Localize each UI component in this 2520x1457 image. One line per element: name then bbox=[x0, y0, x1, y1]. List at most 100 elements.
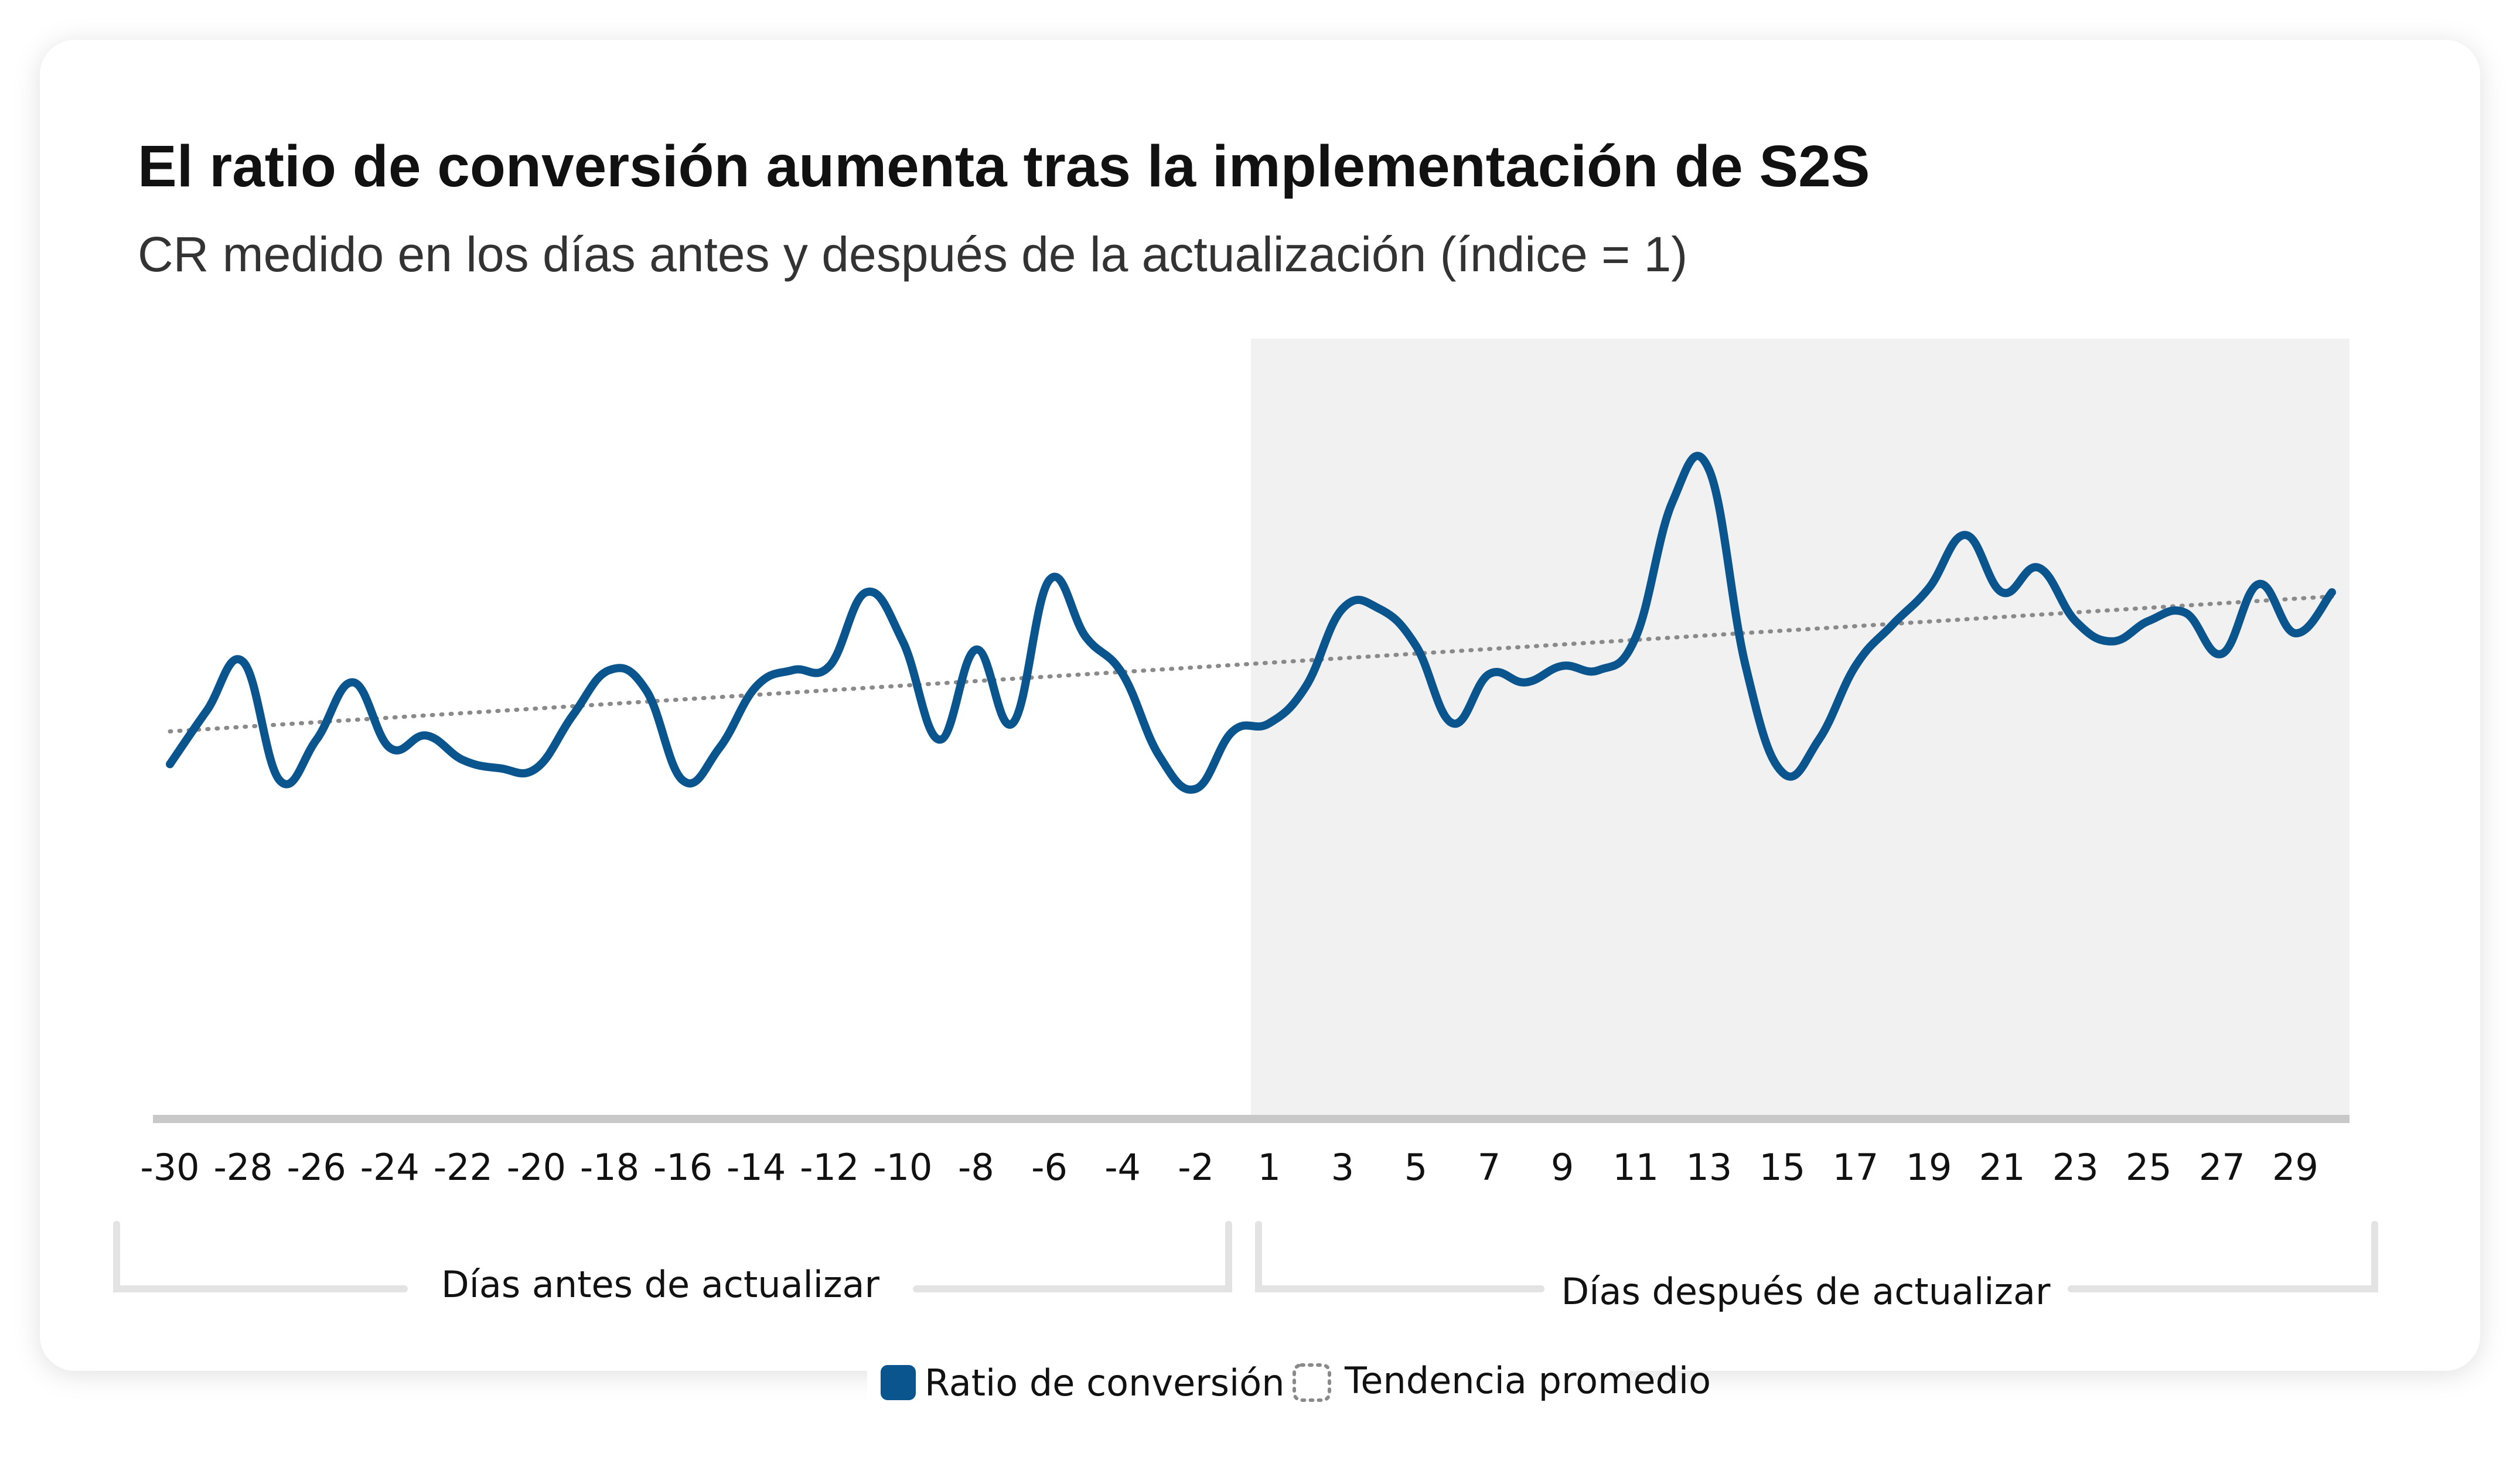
conversion-ratio-point bbox=[2109, 638, 2116, 645]
x-tick-label: 27 bbox=[2199, 1146, 2245, 1189]
x-tick-label: 21 bbox=[1979, 1146, 2025, 1189]
conversion-ratio-point bbox=[1962, 531, 1969, 538]
conversion-ratio-point bbox=[753, 683, 760, 690]
conversion-ratio-point bbox=[2072, 617, 2079, 625]
conversion-ratio-point bbox=[899, 638, 906, 645]
x-tick-label: -22 bbox=[434, 1146, 493, 1189]
x-tick-label: -24 bbox=[360, 1146, 420, 1189]
conversion-ratio-point bbox=[1376, 605, 1383, 612]
conversion-ratio-point bbox=[2035, 564, 2042, 571]
after-period-band bbox=[1251, 339, 2350, 1118]
x-tick-label: 9 bbox=[1551, 1146, 1574, 1189]
conversion-ratio-point bbox=[1229, 728, 1236, 735]
conversion-ratio-point bbox=[789, 667, 796, 674]
after-period-label: Días después de actualizar bbox=[1561, 1270, 2051, 1313]
conversion-ratio-point bbox=[313, 736, 320, 743]
conversion-ratio-point bbox=[423, 732, 430, 739]
conversion-ratio-point bbox=[1449, 720, 1456, 727]
conversion-ratio-point bbox=[350, 679, 357, 686]
conversion-ratio-point bbox=[1852, 663, 1859, 670]
conversion-ratio-point bbox=[2145, 617, 2152, 625]
conversion-ratio-point bbox=[240, 658, 247, 666]
conversion-ratio-point bbox=[643, 687, 650, 694]
x-tick-label: 17 bbox=[1832, 1146, 1878, 1189]
conversion-ratio-point bbox=[1669, 499, 1676, 506]
conversion-ratio-point bbox=[1815, 736, 1822, 743]
after-period-bracket bbox=[1255, 1221, 2378, 1292]
x-tick-label: -20 bbox=[507, 1146, 566, 1189]
conversion-ratio-point bbox=[533, 765, 540, 772]
conversion-ratio-point bbox=[1486, 671, 1493, 678]
x-tick-label: 1 bbox=[1258, 1146, 1281, 1189]
conversion-ratio-point bbox=[2291, 630, 2299, 637]
conversion-ratio-point bbox=[1559, 663, 1566, 670]
x-tick-label: -30 bbox=[140, 1146, 199, 1189]
conversion-ratio-point bbox=[1412, 642, 1419, 649]
x-tick-label: -14 bbox=[727, 1146, 786, 1189]
conversion-ratio-point bbox=[1266, 720, 1273, 727]
conversion-ratio-point bbox=[1046, 576, 1053, 584]
conversion-ratio-point bbox=[1192, 785, 1199, 792]
x-tick-label: -6 bbox=[1031, 1146, 1068, 1189]
x-tick-label: 23 bbox=[2052, 1146, 2099, 1189]
x-tick-label: 25 bbox=[2126, 1146, 2172, 1189]
conversion-ratio-point bbox=[973, 646, 980, 653]
legend-label-ratio: Ratio de conversión bbox=[925, 1362, 1285, 1404]
before-period-label: Días antes de actualizar bbox=[441, 1263, 880, 1306]
conversion-ratio-point bbox=[1595, 667, 1602, 674]
conversion-ratio-point bbox=[386, 744, 393, 751]
conversion-ratio-point bbox=[1339, 605, 1346, 612]
conversion-ratio-point bbox=[1522, 679, 1529, 686]
conversion-ratio-point bbox=[1156, 752, 1163, 759]
chart-title: El ratio de conversión aumenta tras la i… bbox=[138, 134, 1870, 199]
series-layer bbox=[166, 452, 2336, 794]
conversion-ratio-point bbox=[1888, 622, 1895, 629]
conversion-ratio-point bbox=[1632, 634, 1639, 641]
x-tick-label: 3 bbox=[1331, 1146, 1354, 1189]
x-tick-label: -28 bbox=[213, 1146, 272, 1189]
x-tick-label: -26 bbox=[287, 1146, 346, 1189]
x-tick-label: 15 bbox=[1759, 1146, 1805, 1189]
legend-panel bbox=[867, 1345, 1629, 1415]
x-tick-label: 7 bbox=[1478, 1146, 1501, 1189]
x-tick-label: -16 bbox=[653, 1146, 712, 1189]
conversion-ratio-point bbox=[277, 777, 284, 784]
conversion-ratio-point bbox=[1009, 720, 1016, 727]
conversion-ratio-point bbox=[680, 777, 687, 784]
conversion-ratio-point bbox=[2182, 609, 2189, 616]
conversion-ratio-point bbox=[862, 589, 869, 596]
conversion-ratio-point bbox=[1999, 589, 2006, 596]
x-tick-label: -10 bbox=[873, 1146, 932, 1189]
conversion-ratio-point bbox=[1742, 663, 1749, 670]
conversion-ratio-point bbox=[1779, 769, 1786, 776]
conversion-ratio-point bbox=[716, 744, 723, 751]
conversion-ratio-point bbox=[1083, 634, 1090, 641]
x-tick-label: -8 bbox=[958, 1146, 994, 1189]
conversion-ratio-point bbox=[2218, 650, 2225, 657]
conversion-ratio-point bbox=[1119, 671, 1126, 678]
conversion-ratio-point bbox=[1302, 683, 1310, 690]
x-tick-label: -12 bbox=[800, 1146, 859, 1189]
conversion-ratio-point bbox=[1925, 585, 1932, 592]
conversion-ratio-point bbox=[459, 756, 466, 763]
conversion-ratio-point bbox=[936, 736, 943, 743]
x-tick-labels: -30 -28 -26 -24 -22 -20 -18 -16 -14 -12 -10 -8 -6 -4-… bbox=[140, 1146, 2318, 1189]
x-tick-label: 29 bbox=[2272, 1146, 2318, 1189]
before-period-bracket bbox=[113, 1221, 1232, 1292]
conversion-ratio-point bbox=[2255, 581, 2262, 588]
legend-swatch-trend bbox=[1293, 1363, 1331, 1402]
conversion-ratio-point bbox=[166, 760, 173, 767]
conversion-ratio-point bbox=[1706, 466, 1713, 473]
conversion-ratio-line bbox=[166, 452, 2336, 794]
x-tick-label: -2 bbox=[1178, 1146, 1214, 1189]
x-tick-label: 13 bbox=[1686, 1146, 1732, 1189]
x-tick-label: -18 bbox=[580, 1146, 639, 1189]
legend-label-trend: Tendencia promedio bbox=[1344, 1359, 1711, 1402]
conversion-ratio-point bbox=[606, 667, 613, 674]
conversion-ratio-point bbox=[826, 663, 833, 670]
conversion-ratio-point bbox=[2328, 589, 2335, 596]
chart-subtitle: CR medido en los días antes y después de… bbox=[138, 227, 1687, 282]
x-tick-label: 19 bbox=[1906, 1146, 1952, 1189]
conversion-ratio-point bbox=[203, 708, 210, 715]
